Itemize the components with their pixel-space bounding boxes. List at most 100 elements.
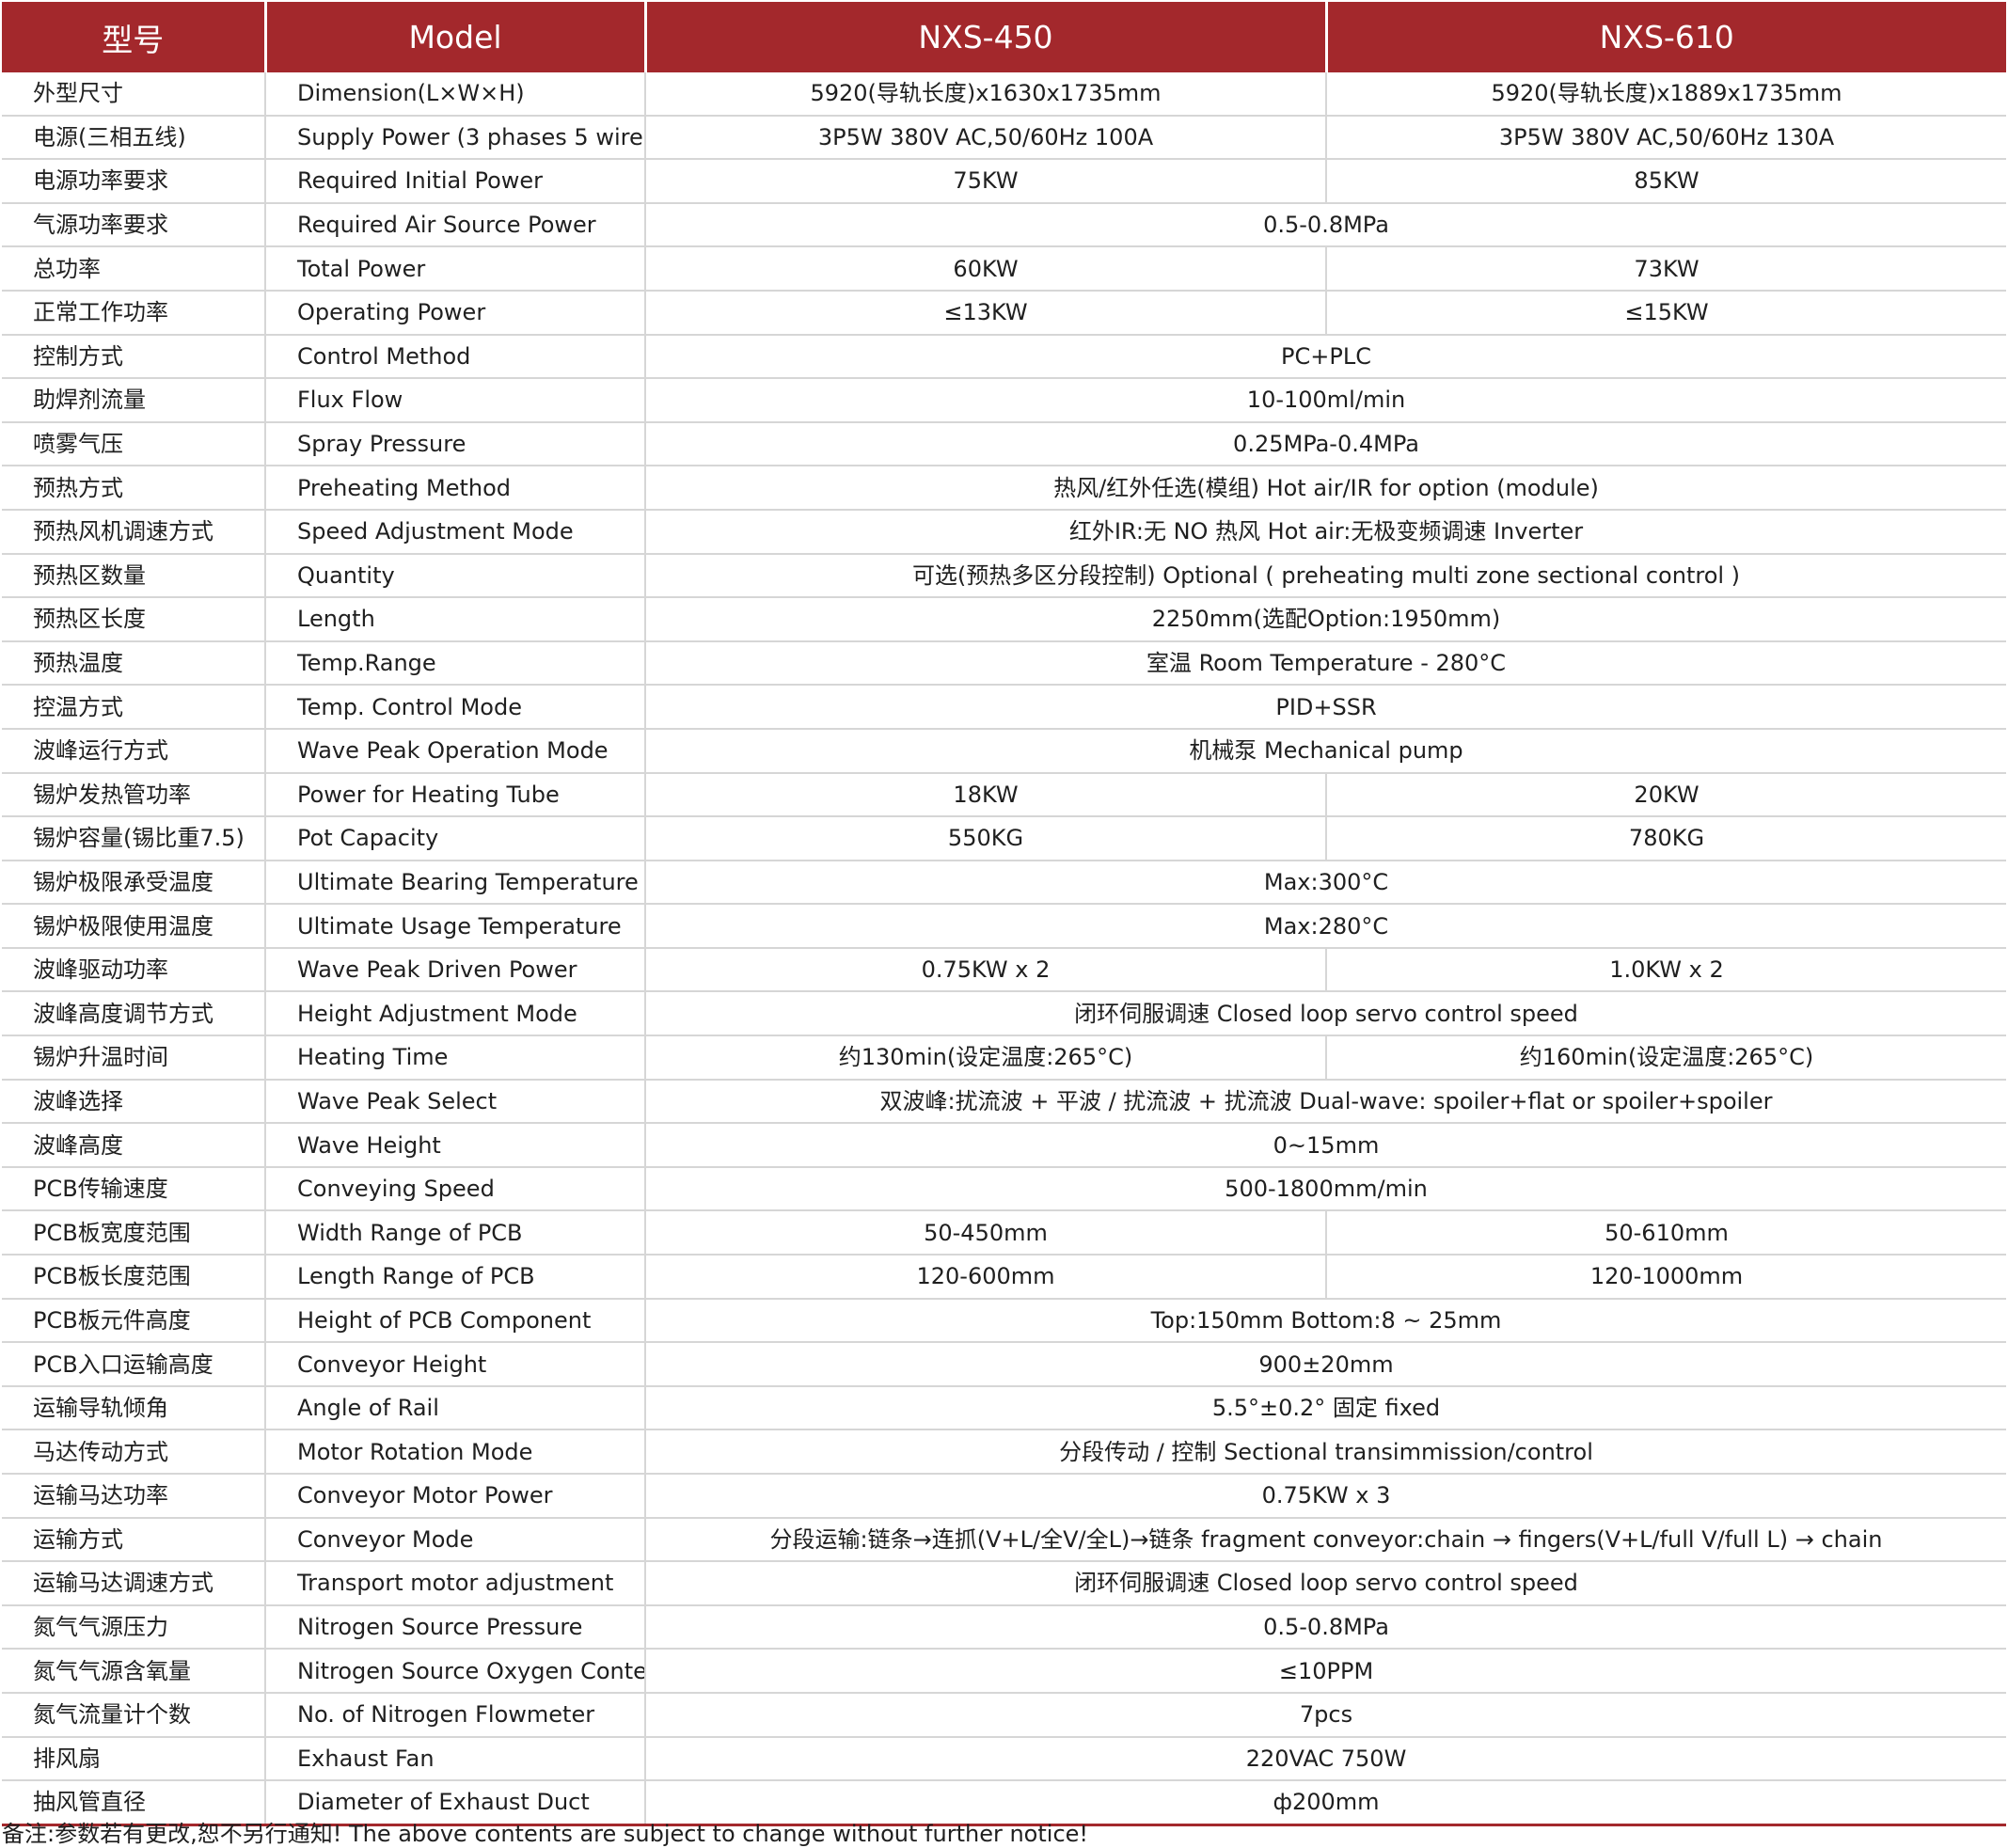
table-row: 锡炉发热管功率 Power for Heating Tube 18KW 20KW [2, 772, 2006, 818]
param-value-shared: 室温 Room Temperature - 280°C [645, 640, 2006, 687]
param-name-zh: 马达传动方式 [2, 1429, 266, 1475]
table-row: 波峰选择 Wave Peak Select 双波峰:扰流波 + 平波 / 扰流波 +… [2, 1079, 2006, 1125]
param-name-en: Preheating Method [265, 466, 646, 511]
table-row: 预热风机调速方式 Speed Adjustment Mode 红外IR:无 NO 热… [2, 509, 2006, 555]
header-model-zh: 型号 [2, 2, 267, 72]
param-name-en: Control Method [265, 334, 646, 380]
param-name-en: Transport motor adjustment [265, 1561, 646, 1606]
param-name-en: Dimension(L×W×H) [265, 72, 646, 117]
table-header: 型号 Model NXS-450 NXS-610 [2, 2, 2006, 72]
table-row: 运输马达调速方式 Transport motor adjustment 闭环伺服调速… [2, 1561, 2006, 1606]
param-name-en: Flux Flow [265, 378, 646, 423]
param-name-zh: 喷雾气压 [2, 421, 266, 467]
table-row: 波峰高度 Wave Height 0~15mm [2, 1123, 2006, 1168]
param-value-shared: 闭环伺服调速 Closed loop servo control speed [645, 991, 2006, 1037]
param-name-zh: 电源(三相五线) [2, 115, 266, 161]
param-value-nxs-450: ≤13KW [645, 290, 1327, 336]
table-row: 锡炉极限使用温度 Ultimate Usage Temperature Max:28… [2, 904, 2006, 949]
param-name-zh: 波峰驱动功率 [2, 947, 266, 993]
param-value-shared: 0~15mm [645, 1123, 2006, 1168]
param-value-shared: PC+PLC [645, 334, 2006, 380]
param-name-en: Power for Heating Tube [265, 772, 646, 818]
param-name-zh: 运输马达调速方式 [2, 1561, 266, 1606]
param-name-zh: 运输导轨倾角 [2, 1385, 266, 1431]
param-name-en: Required Air Source Power [265, 202, 646, 248]
param-name-zh: 锡炉极限承受温度 [2, 860, 266, 906]
param-value-nxs-450: 75KW [645, 159, 1327, 204]
param-name-en: Exhaust Fan [265, 1736, 646, 1782]
param-name-en: Ultimate Bearing Temperature [265, 860, 646, 906]
param-value-nxs-450: 120-600mm [645, 1255, 1327, 1300]
param-name-en: Spray Pressure [265, 421, 646, 467]
table-row: PCB板宽度范围 Width Range of PCB 50-450mm 50-610… [2, 1210, 2006, 1256]
table-row: 总功率 Total Power 60KW 73KW [2, 246, 2006, 292]
param-name-en: Conveyor Height [265, 1342, 646, 1387]
param-value-shared: ≤10PPM [645, 1649, 2006, 1694]
param-name-en: Pot Capacity [265, 816, 646, 861]
param-name-zh: 氮气流量计个数 [2, 1692, 266, 1738]
param-name-zh: PCB入口运输高度 [2, 1342, 266, 1387]
param-name-zh: 外型尺寸 [2, 72, 266, 117]
table-row: 正常工作功率 Operating Power ≤13KW ≤15KW [2, 290, 2006, 336]
param-name-zh: 控制方式 [2, 334, 266, 380]
param-name-zh: 电源功率要求 [2, 159, 266, 204]
param-value-nxs-610: 20KW [1326, 772, 2006, 818]
header-nxs-450: NXS-450 [645, 2, 1328, 72]
param-value-nxs-450: 5920(导轨长度)x1630x1735mm [645, 72, 1327, 117]
param-name-en: Width Range of PCB [265, 1210, 646, 1256]
table-row: 预热区数量 Quantity 可选(预热多区分段控制) Optional ( pre… [2, 553, 2006, 599]
param-name-zh: 波峰高度 [2, 1123, 266, 1168]
param-name-zh: 预热区数量 [2, 553, 266, 599]
param-name-en: Diameter of Exhaust Duct [265, 1780, 646, 1826]
param-value-nxs-610: 约160min(设定温度:265°C) [1326, 1035, 2006, 1081]
table-row: PCB板长度范围 Length Range of PCB 120-600mm 120-… [2, 1255, 2006, 1300]
table-row: 喷雾气压 Spray Pressure 0.25MPa-0.4MPa [2, 421, 2006, 467]
param-name-en: Wave Peak Operation Mode [265, 728, 646, 774]
table-row: 锡炉极限承受温度 Ultimate Bearing Temperature Max:… [2, 860, 2006, 906]
param-value-shared: 7pcs [645, 1692, 2006, 1738]
param-value-nxs-450: 60KW [645, 246, 1327, 292]
param-name-zh: PCB传输速度 [2, 1166, 266, 1212]
param-value-shared: 机械泵 Mechanical pump [645, 728, 2006, 774]
param-name-en: Motor Rotation Mode [265, 1429, 646, 1475]
table-row: 运输马达功率 Conveyor Motor Power 0.75KW x 3 [2, 1474, 2006, 1519]
table-row: 氮气气源压力 Nitrogen Source Pressure 0.5-0.8MPa [2, 1604, 2006, 1651]
param-value-shared: 闭环伺服调速 Closed loop servo control speed [645, 1561, 2006, 1606]
table-row: 马达传动方式 Motor Rotation Mode 分段传动 / 控制 Secti… [2, 1429, 2006, 1475]
param-value-nxs-610: 780KG [1326, 816, 2006, 861]
param-name-en: Height Adjustment Mode [265, 991, 646, 1037]
param-name-zh: 运输方式 [2, 1517, 266, 1563]
param-name-en: Length Range of PCB [265, 1255, 646, 1300]
table-row: 外型尺寸 Dimension(L×W×H) 5920(导轨长度)x1630x1735… [2, 72, 2006, 117]
table-row: 锡炉容量(锡比重7.5) Pot Capacity 550KG 780KG [2, 816, 2006, 861]
param-value-nxs-610: 50-610mm [1326, 1210, 2006, 1256]
param-value-shared: 500-1800mm/min [645, 1166, 2006, 1212]
param-name-en: Quantity [265, 553, 646, 599]
param-name-en: Supply Power (3 phases 5 wires) [265, 115, 646, 161]
table-row: PCB板元件高度 Height of PCB Component Top:150mm… [2, 1298, 2006, 1344]
param-value-shared: 可选(预热多区分段控制) Optional ( preheating multi… [645, 553, 2006, 599]
param-name-zh: 波峰高度调节方式 [2, 991, 266, 1037]
table-row: 抽风管直径 Diameter of Exhaust Duct ф200mm [2, 1780, 2006, 1826]
param-name-en: Heating Time [265, 1035, 646, 1081]
table-row: 波峰高度调节方式 Height Adjustment Mode 闭环伺服调速 Clo… [2, 991, 2006, 1037]
param-name-en: Wave Peak Select [265, 1079, 646, 1125]
param-name-zh: 排风扇 [2, 1736, 266, 1782]
param-value-nxs-450: 约130min(设定温度:265°C) [645, 1035, 1327, 1081]
table-row: 运输方式 Conveyor Mode 分段运输:链条→连抓(V+L/全V/全L)→链… [2, 1517, 2006, 1563]
table-body: 外型尺寸 Dimension(L×W×H) 5920(导轨长度)x1630x1735… [2, 72, 2006, 1826]
param-name-en: Temp.Range [265, 640, 646, 687]
param-name-zh: 抽风管直径 [2, 1780, 266, 1826]
param-value-nxs-610: 85KW [1326, 159, 2006, 204]
header-row: 型号 Model NXS-450 NXS-610 [2, 2, 2006, 72]
param-value-shared: 红外IR:无 NO 热风 Hot air:无极变频调速 Inverter [645, 509, 2006, 555]
param-value-shared: 热风/红外任选(模组) Hot air/IR for option (modul… [645, 466, 2006, 511]
table-row: 控温方式 Temp. Control Mode PID+SSR [2, 685, 2006, 730]
table-row: 氮气气源含氧量 Nitrogen Source Oxygen Content ≤10… [2, 1649, 2006, 1694]
param-value-nxs-450: 550KG [645, 816, 1327, 861]
param-name-zh: 锡炉极限使用温度 [2, 904, 266, 949]
header-nxs-610: NXS-610 [1326, 2, 2006, 72]
param-name-en: Conveyor Mode [265, 1517, 646, 1563]
param-name-zh: 预热温度 [2, 640, 266, 687]
param-name-en: No. of Nitrogen Flowmeter [265, 1692, 646, 1738]
